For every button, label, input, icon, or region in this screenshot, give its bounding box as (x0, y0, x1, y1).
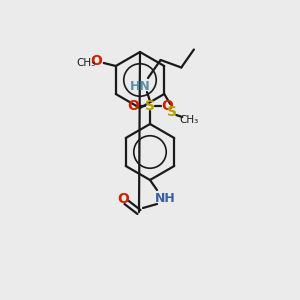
Text: O: O (90, 54, 102, 68)
Text: O: O (127, 99, 139, 113)
Text: CH₃: CH₃ (76, 58, 95, 68)
Text: NH: NH (154, 191, 176, 205)
Text: O: O (117, 192, 129, 206)
Text: S: S (167, 105, 177, 119)
Text: O: O (161, 99, 173, 113)
Text: CH₃: CH₃ (180, 115, 199, 125)
Text: HN: HN (130, 80, 150, 92)
Text: S: S (145, 99, 155, 113)
